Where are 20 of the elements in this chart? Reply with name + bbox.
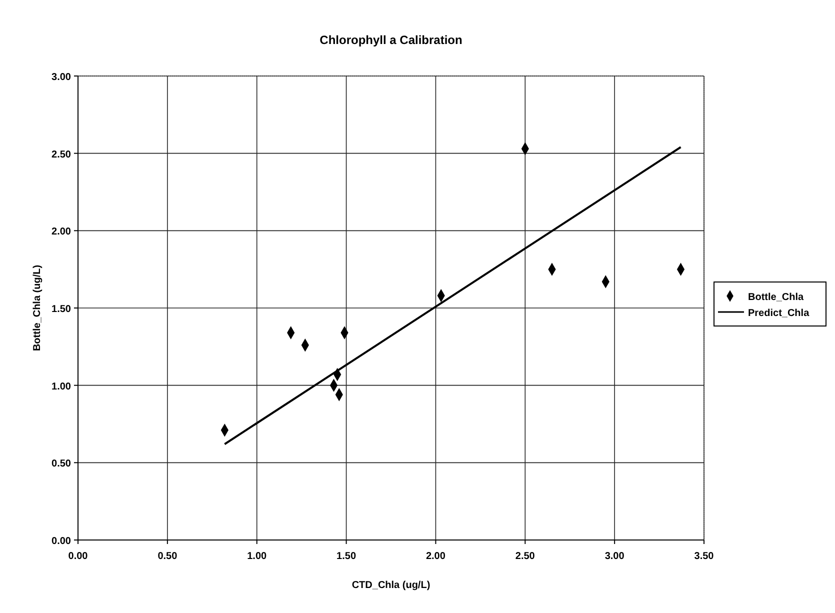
chart-title: Chlorophyll a Calibration bbox=[320, 33, 462, 47]
legend-label: Predict_Chla bbox=[748, 308, 810, 319]
y-tick-label: 3.00 bbox=[52, 72, 72, 83]
legend-label: Bottle_Chla bbox=[748, 292, 804, 303]
y-tick-label: 2.50 bbox=[52, 149, 72, 160]
x-tick-label: 2.00 bbox=[426, 551, 446, 562]
y-axis-title: Bottle_Chla (ug/L) bbox=[32, 264, 43, 352]
y-tick-label: 2.00 bbox=[52, 226, 72, 238]
x-tick-label: 1.00 bbox=[247, 551, 268, 562]
x-tick-label: 3.50 bbox=[694, 551, 714, 562]
x-tick-label: 1.50 bbox=[336, 551, 356, 562]
y-tick-label: 0.50 bbox=[52, 458, 72, 470]
y-tick-label: 0.00 bbox=[52, 536, 72, 547]
y-tick-label: 1.50 bbox=[52, 304, 72, 315]
x-tick-label: 2.50 bbox=[515, 551, 536, 562]
x-axis-title: CTD_Chla (ug/L) bbox=[352, 580, 430, 591]
x-tick-label: 0.50 bbox=[158, 551, 178, 562]
y-tick-label: 1.00 bbox=[52, 381, 72, 392]
x-tick-label: 3.00 bbox=[604, 551, 625, 562]
x-tick-label: 0.00 bbox=[68, 551, 88, 562]
